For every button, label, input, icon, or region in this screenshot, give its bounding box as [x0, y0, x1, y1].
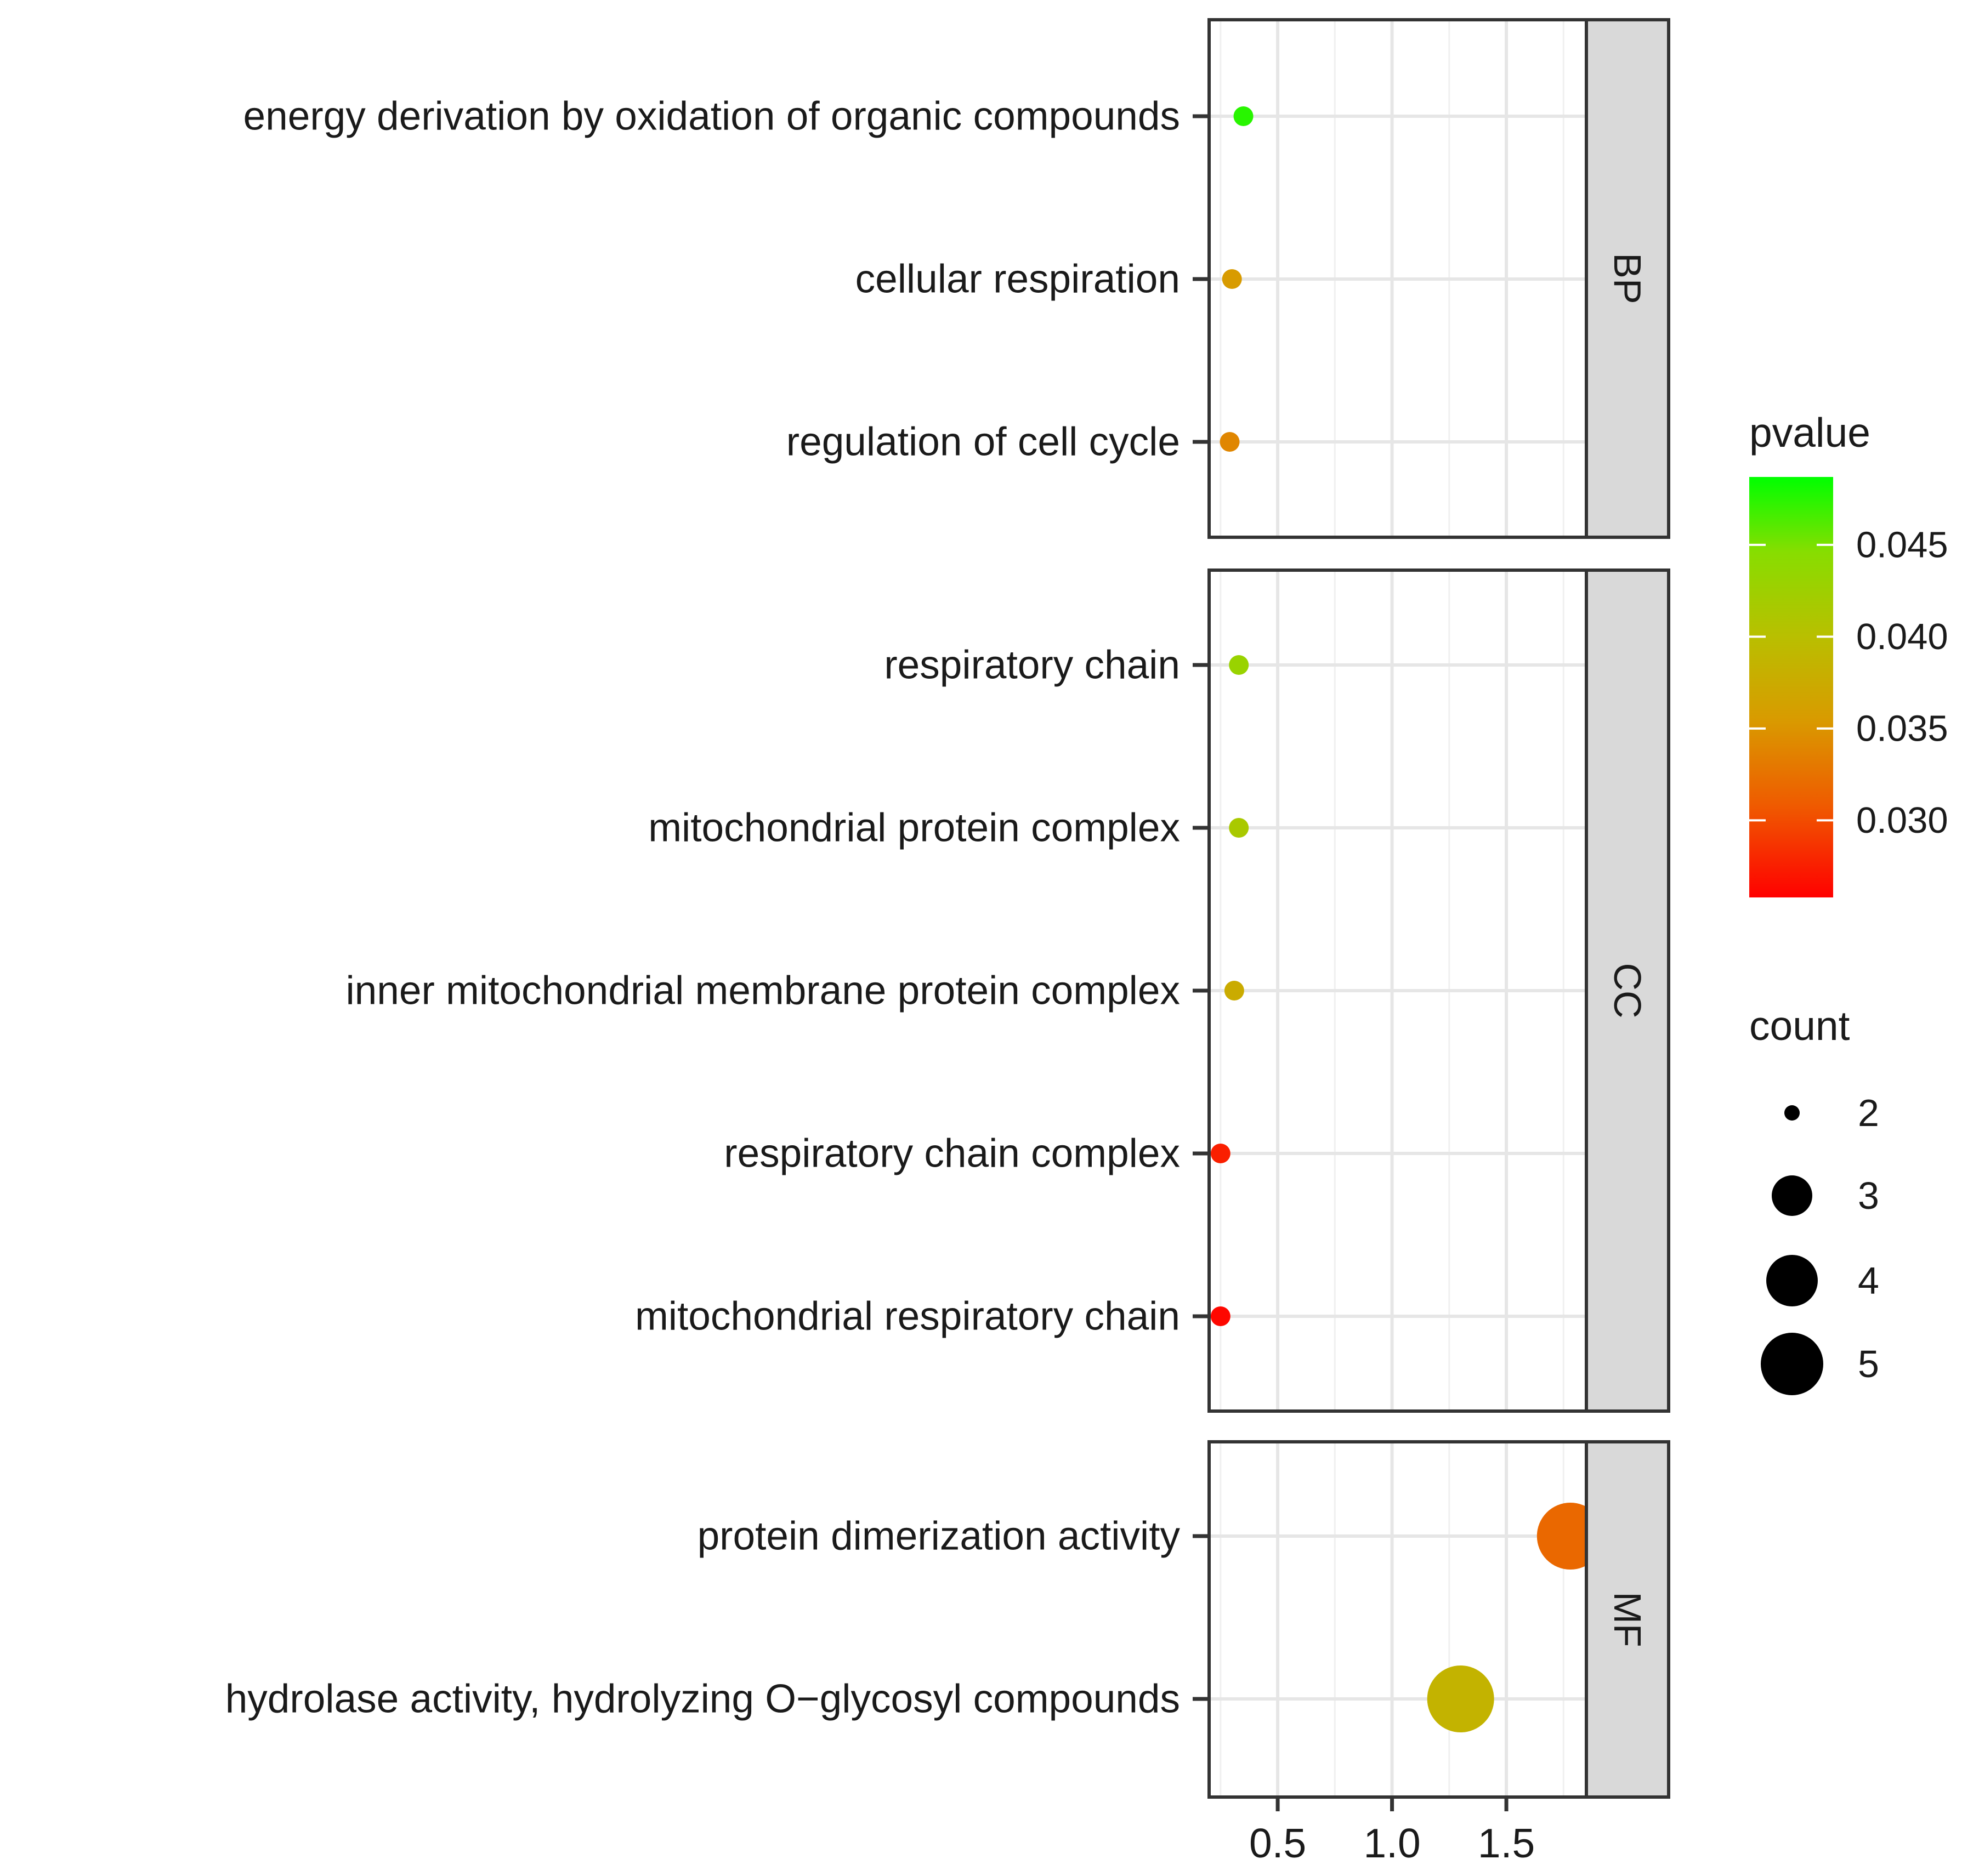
data-point [1224, 981, 1244, 1000]
points-bp [1220, 106, 1254, 452]
facet-strip [1585, 18, 1670, 539]
x-tick-label: 1.0 [1363, 1820, 1420, 1866]
facet-panel-mf: protein dimerization activity hydrolase a… [225, 1440, 1670, 1799]
data-point [1210, 1144, 1231, 1163]
x-axis: 0.5 1.0 1.5 [1249, 1797, 1535, 1866]
panel-border [1207, 1440, 1588, 1799]
data-point [1427, 1665, 1494, 1732]
color-legend-label: 0.035 [1856, 708, 1948, 749]
facet-strip-label: CC [1606, 963, 1649, 1018]
data-point [1220, 432, 1240, 452]
color-legend-bar [1749, 477, 1833, 897]
facet-strip [1585, 569, 1670, 1413]
facet-panels: energy derivation by oxidation of organi… [225, 18, 1670, 1799]
x-tick-label: 0.5 [1249, 1820, 1306, 1866]
facet-panel-bp: energy derivation by oxidation of organi… [243, 18, 1670, 539]
points-mf [1427, 1503, 1586, 1732]
size-legend-point [1772, 1175, 1812, 1216]
x-tick-label: 1.5 [1478, 1820, 1535, 1866]
y-tick-label: protein dimerization activity [698, 1514, 1181, 1559]
facet-strip [1585, 1440, 1670, 1799]
data-point [1222, 269, 1242, 289]
data-point [1229, 655, 1249, 675]
color-legend-label: 0.030 [1856, 800, 1948, 841]
color-legend-title: pvalue [1749, 410, 1870, 456]
size-legend-label: 5 [1858, 1343, 1879, 1385]
size-legend-label: 3 [1858, 1174, 1879, 1217]
facet-strip-label: MF [1606, 1591, 1649, 1647]
y-tick-label: inner mitochondrial membrane protein com… [345, 969, 1180, 1013]
y-tick-label: mitochondrial respiratory chain [635, 1294, 1180, 1339]
data-point [1536, 1503, 1586, 1570]
color-legend-label: 0.040 [1856, 616, 1948, 657]
size-legend-label: 4 [1858, 1259, 1879, 1302]
size-legend-point [1766, 1255, 1818, 1306]
points-cc [1210, 655, 1249, 1326]
facet-panel-cc: respiratory chain mitochondrial protein c… [345, 569, 1670, 1413]
data-point [1229, 818, 1249, 838]
size-legend-title: count [1749, 1003, 1850, 1049]
y-tick-label: respiratory chain [884, 643, 1180, 687]
color-legend-label: 0.045 [1856, 524, 1948, 565]
data-point [1233, 106, 1254, 126]
facet-strip-label: BP [1606, 253, 1649, 304]
legends: pvalue 0.045 0.040 0.035 0.030 count 2 3 4 5 [1749, 410, 1948, 1395]
y-tick-label: respiratory chain complex [724, 1132, 1180, 1176]
y-tick-label: cellular respiration [855, 257, 1180, 302]
y-tick-label: regulation of cell cycle [786, 420, 1180, 464]
y-tick-label: mitochondrial protein complex [648, 806, 1180, 850]
y-tick-label: energy derivation by oxidation of organi… [243, 94, 1180, 139]
data-point [1210, 1306, 1231, 1326]
size-legend-point [1761, 1333, 1823, 1395]
y-tick-label: hydrolase activity, hydrolyzing O−glycos… [225, 1677, 1180, 1721]
size-legend-label: 2 [1858, 1092, 1879, 1134]
size-legend-point [1784, 1105, 1800, 1121]
